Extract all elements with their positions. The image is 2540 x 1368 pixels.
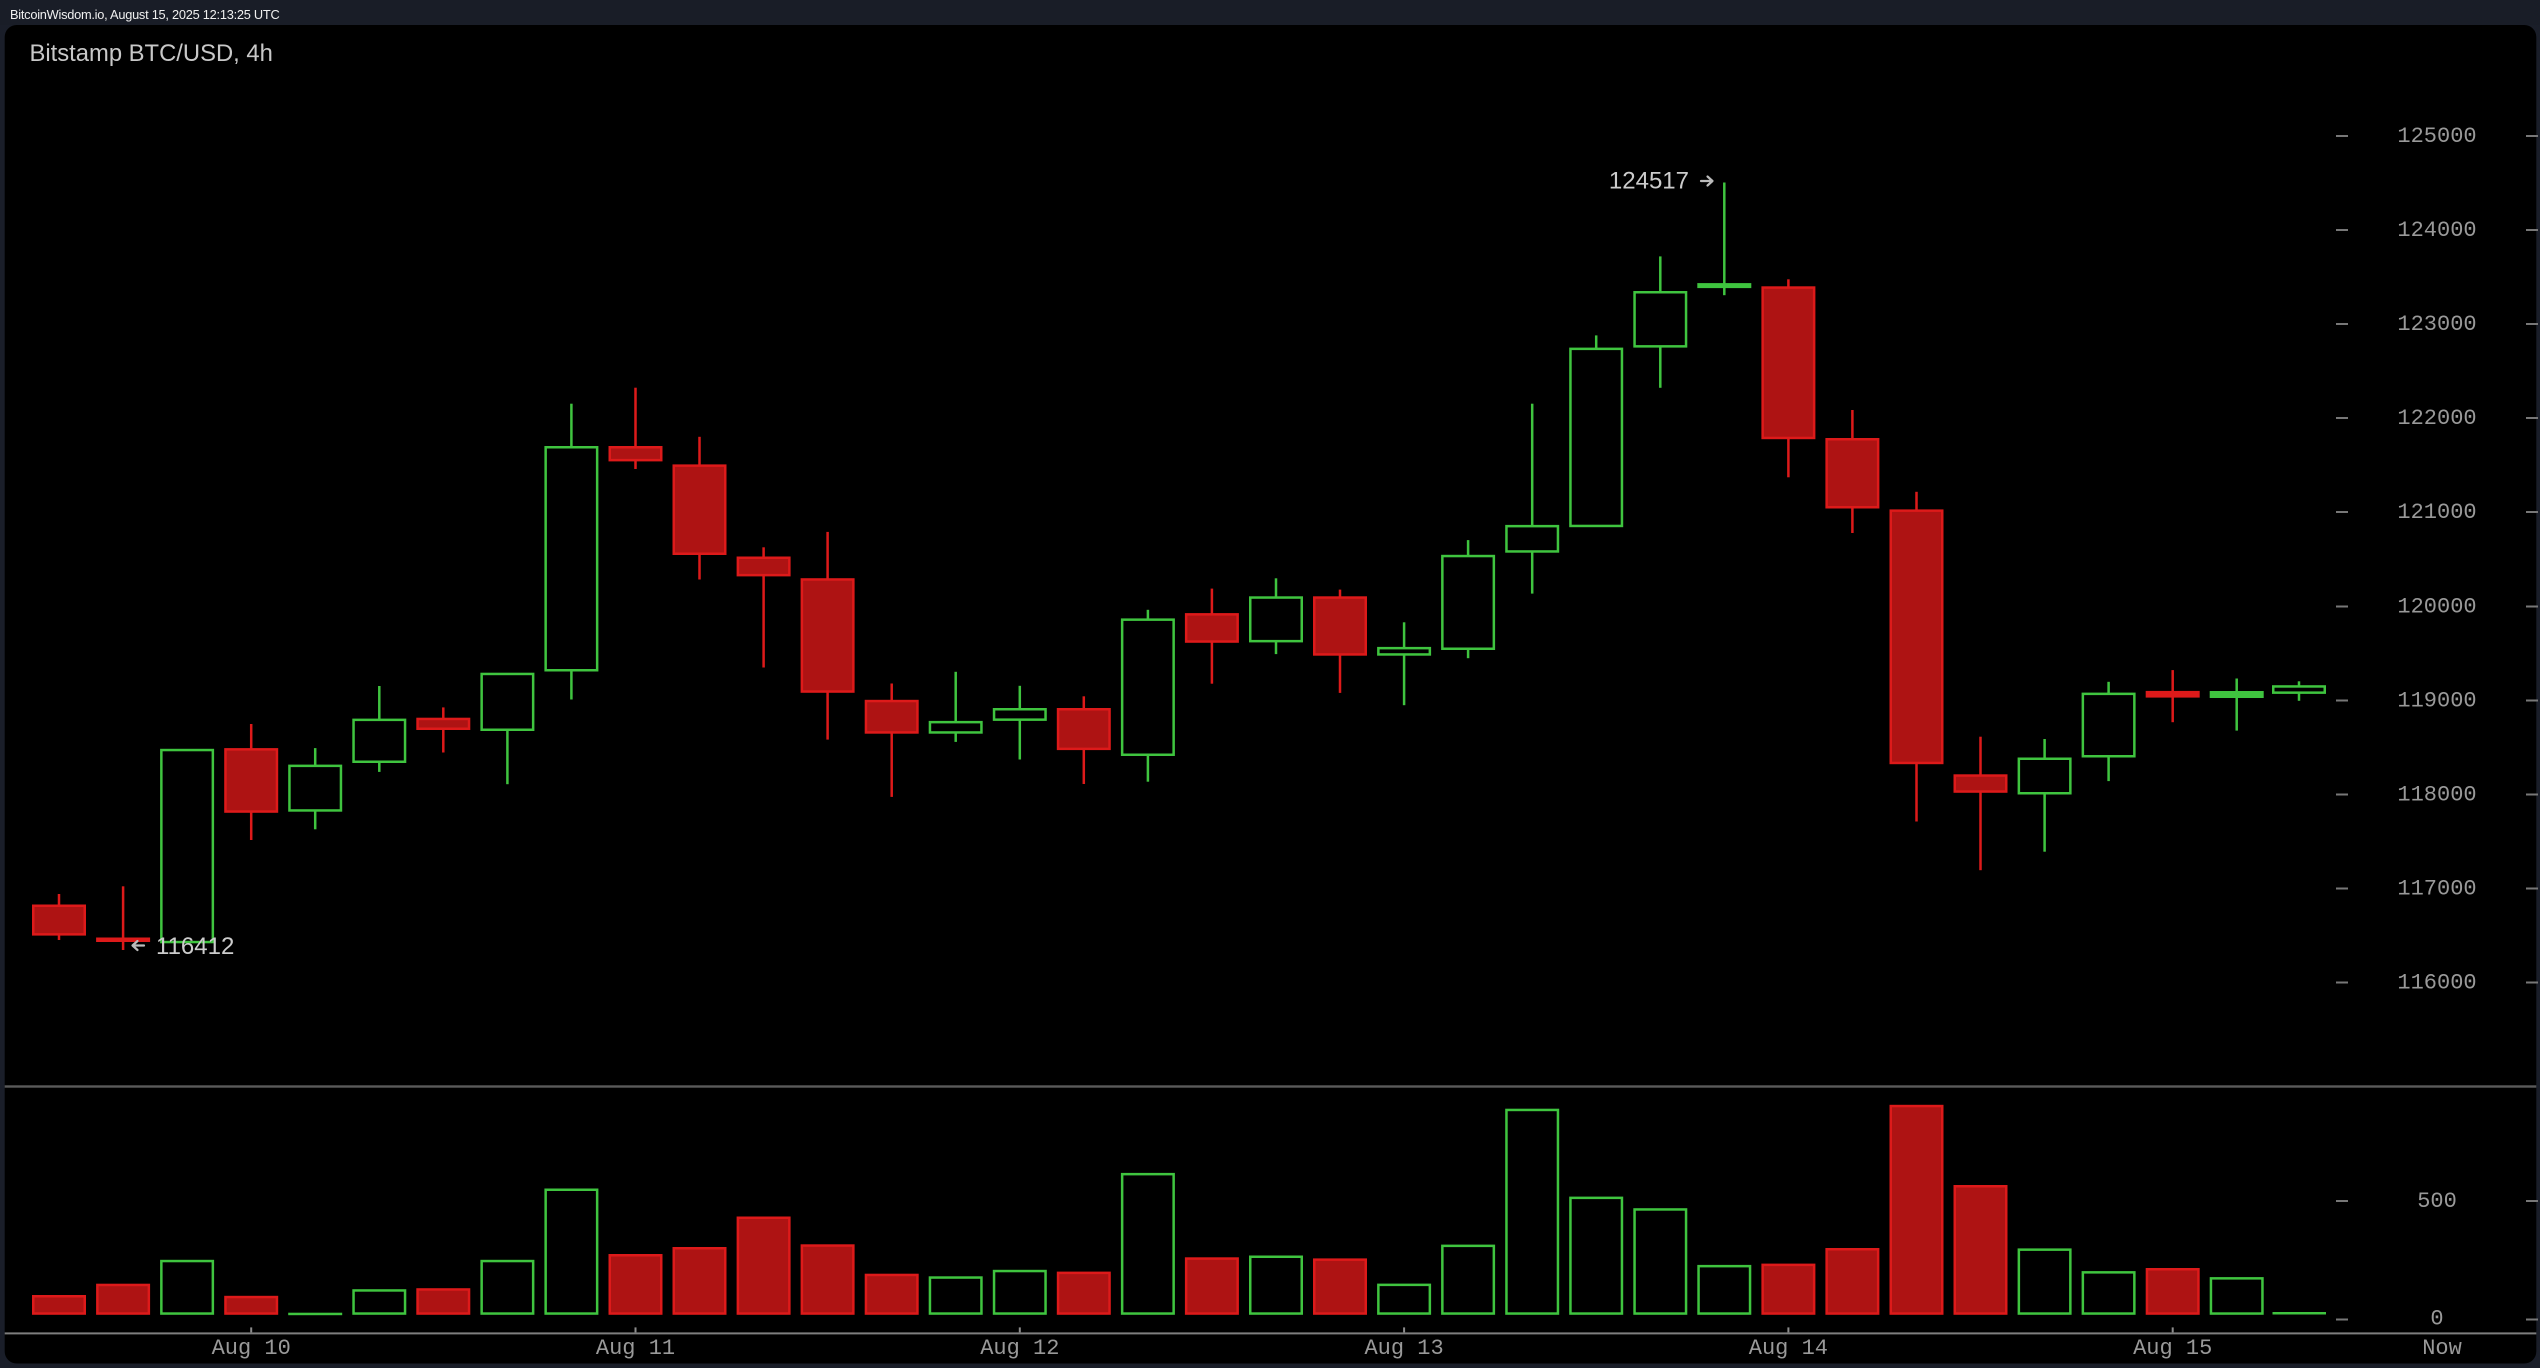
svg-text:121000: 121000 — [2397, 500, 2476, 525]
svg-text:120000: 120000 — [2397, 595, 2476, 620]
svg-text:Aug 10: Aug 10 — [212, 1336, 291, 1361]
svg-text:124000: 124000 — [2397, 218, 2476, 243]
svg-text:BitcoinWisdom.io, August 15, 2: BitcoinWisdom.io, August 15, 2025 12:13:… — [10, 7, 279, 22]
svg-text:123000: 123000 — [2397, 312, 2476, 337]
svg-text:Aug 11: Aug 11 — [596, 1336, 675, 1361]
svg-text:Now: Now — [2422, 1336, 2462, 1361]
svg-text:118000: 118000 — [2397, 783, 2476, 808]
svg-text:Aug 14: Aug 14 — [1749, 1336, 1828, 1361]
svg-text:Bitstamp BTC/USD, 4h: Bitstamp BTC/USD, 4h — [30, 40, 273, 67]
svg-text:Aug 13: Aug 13 — [1364, 1336, 1443, 1361]
svg-text:117000: 117000 — [2397, 877, 2476, 902]
svg-text:119000: 119000 — [2397, 689, 2476, 714]
svg-text:122000: 122000 — [2397, 406, 2476, 431]
svg-text:116000: 116000 — [2397, 971, 2476, 996]
svg-text:Aug 15: Aug 15 — [2133, 1336, 2212, 1361]
svg-text:500: 500 — [2417, 1189, 2457, 1214]
svg-text:0: 0 — [2430, 1307, 2443, 1332]
svg-text:125000: 125000 — [2397, 124, 2476, 149]
svg-text:124517: 124517 — [1609, 168, 1689, 195]
svg-text:Aug 12: Aug 12 — [980, 1336, 1059, 1361]
svg-text:116412: 116412 — [156, 933, 234, 960]
